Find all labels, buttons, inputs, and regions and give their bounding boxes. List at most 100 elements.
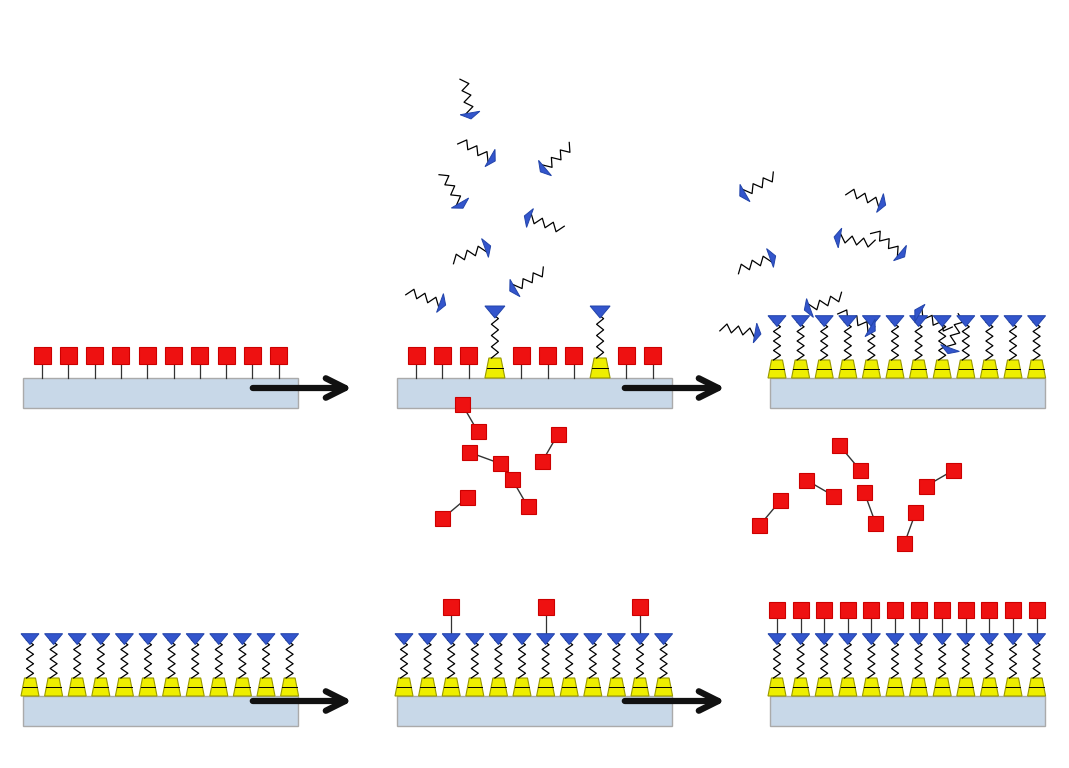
Polygon shape [933, 678, 951, 696]
Polygon shape [396, 634, 413, 644]
Bar [618, 347, 635, 364]
Polygon shape [839, 360, 856, 378]
Polygon shape [1027, 316, 1045, 326]
Polygon shape [865, 319, 876, 336]
Polygon shape [933, 634, 951, 644]
Bar [244, 347, 261, 364]
Polygon shape [910, 316, 928, 326]
Bar [463, 445, 478, 460]
Polygon shape [886, 678, 904, 696]
Bar [493, 456, 508, 471]
Bar [397, 696, 671, 726]
Bar [435, 511, 450, 526]
Polygon shape [280, 678, 298, 696]
Polygon shape [816, 678, 833, 696]
Polygon shape [490, 634, 508, 644]
Polygon shape [886, 360, 904, 378]
Polygon shape [485, 306, 505, 318]
Polygon shape [280, 634, 298, 644]
Bar [551, 427, 566, 442]
Polygon shape [957, 634, 975, 644]
Polygon shape [933, 360, 951, 378]
Polygon shape [980, 360, 998, 378]
Polygon shape [654, 634, 672, 644]
Bar [454, 396, 469, 412]
Bar [911, 602, 927, 618]
Bar [460, 490, 475, 505]
Bar [817, 602, 832, 618]
Bar [770, 378, 1044, 408]
Bar [539, 347, 556, 364]
Polygon shape [68, 634, 87, 644]
Polygon shape [233, 634, 251, 644]
Polygon shape [45, 634, 63, 644]
Bar [139, 347, 156, 364]
Bar [112, 347, 129, 364]
Polygon shape [584, 678, 602, 696]
Polygon shape [863, 678, 881, 696]
Polygon shape [915, 304, 925, 322]
Polygon shape [877, 194, 885, 213]
Polygon shape [560, 634, 578, 644]
Bar [645, 347, 662, 364]
Polygon shape [537, 678, 555, 696]
Polygon shape [910, 634, 928, 644]
Polygon shape [910, 360, 928, 378]
Polygon shape [957, 316, 975, 326]
Polygon shape [92, 634, 110, 644]
Bar [769, 602, 785, 618]
Polygon shape [460, 111, 480, 119]
Bar [853, 463, 868, 478]
Polygon shape [584, 634, 602, 644]
Polygon shape [1027, 360, 1045, 378]
Polygon shape [45, 678, 63, 696]
Bar [958, 602, 974, 618]
Polygon shape [754, 323, 761, 343]
Polygon shape [233, 678, 251, 696]
Bar [191, 347, 208, 364]
Polygon shape [513, 678, 531, 696]
Polygon shape [768, 360, 786, 378]
Bar [60, 347, 77, 364]
Bar [887, 602, 903, 618]
Bar [444, 598, 460, 614]
Polygon shape [139, 678, 157, 696]
Polygon shape [1004, 316, 1022, 326]
Polygon shape [816, 360, 833, 378]
Bar [407, 347, 424, 364]
Polygon shape [481, 239, 491, 257]
Polygon shape [792, 316, 809, 326]
Bar [946, 462, 961, 478]
Polygon shape [816, 634, 833, 644]
Polygon shape [162, 678, 181, 696]
Bar [826, 488, 841, 504]
Polygon shape [933, 316, 951, 326]
Bar [897, 535, 912, 551]
Polygon shape [894, 245, 907, 260]
Polygon shape [1004, 634, 1022, 644]
Polygon shape [210, 634, 228, 644]
Bar [918, 478, 933, 494]
Bar [22, 378, 297, 408]
Polygon shape [443, 678, 460, 696]
Polygon shape [257, 634, 275, 644]
Polygon shape [590, 358, 610, 378]
Bar [799, 472, 814, 488]
Polygon shape [816, 316, 833, 326]
Polygon shape [21, 634, 38, 644]
Bar [218, 347, 234, 364]
Polygon shape [485, 358, 505, 378]
Polygon shape [863, 634, 881, 644]
Bar [770, 696, 1044, 726]
Polygon shape [740, 184, 750, 202]
Polygon shape [466, 634, 484, 644]
Polygon shape [980, 634, 998, 644]
Bar [397, 378, 671, 408]
Polygon shape [257, 678, 275, 696]
Polygon shape [957, 360, 975, 378]
Bar [33, 347, 50, 364]
Polygon shape [607, 678, 625, 696]
Polygon shape [768, 316, 786, 326]
Bar [470, 425, 485, 439]
Bar [832, 439, 848, 453]
